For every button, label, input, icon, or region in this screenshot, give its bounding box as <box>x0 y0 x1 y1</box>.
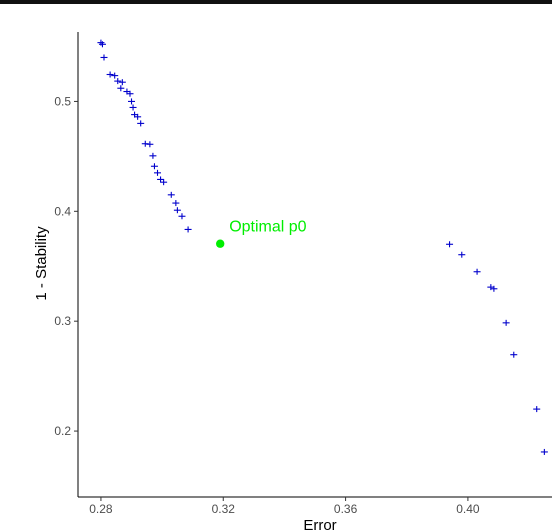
data-point <box>157 176 165 183</box>
data-point <box>178 213 186 220</box>
optimal-label: Optimal p0 <box>229 219 306 236</box>
y-axis-title: 1 - Stability <box>33 226 50 301</box>
annotations: Optimal p0 <box>216 219 307 248</box>
y-tick-label: 0.2 <box>54 424 71 438</box>
data-point <box>533 406 541 413</box>
data-point <box>100 54 108 61</box>
data-point <box>129 104 137 111</box>
data-point <box>149 152 157 159</box>
y-tick-label: 0.5 <box>54 94 71 108</box>
data-point <box>167 191 175 198</box>
x-tick-label: 0.40 <box>456 502 480 516</box>
data-point <box>502 319 510 326</box>
data-point <box>134 113 142 120</box>
data-point <box>510 351 518 358</box>
data-point <box>128 98 136 105</box>
axes: 0.28 0.32 0.36 0.40 0.2 0.3 0.4 0.5 <box>54 32 552 516</box>
data-point <box>173 207 181 214</box>
x-tick-label: 0.36 <box>334 502 358 516</box>
data-point <box>172 200 180 207</box>
data-point <box>150 163 158 170</box>
optimal-point <box>216 239 225 248</box>
data-point <box>540 448 548 455</box>
data-point <box>98 41 106 48</box>
data-point <box>137 120 145 127</box>
data-point <box>118 79 126 86</box>
data-point <box>117 85 125 92</box>
x-tick-label: 0.28 <box>89 502 113 516</box>
data-point <box>490 285 498 292</box>
y-tick-label: 0.3 <box>54 314 71 328</box>
data-point <box>146 141 154 148</box>
y-tick-label: 0.4 <box>54 204 71 218</box>
x-tick-label: 0.32 <box>212 502 236 516</box>
data-point <box>114 78 122 85</box>
data-point <box>154 169 162 176</box>
data-point <box>184 226 192 233</box>
data-point <box>126 90 134 97</box>
window-top-border <box>0 0 552 4</box>
x-axis-title: Error <box>303 517 336 532</box>
data-point <box>446 241 454 248</box>
data-point <box>458 251 466 258</box>
data-point <box>160 179 168 186</box>
data-point <box>473 268 481 275</box>
data-points <box>97 39 548 455</box>
data-point <box>111 72 119 79</box>
data-point <box>106 71 114 78</box>
